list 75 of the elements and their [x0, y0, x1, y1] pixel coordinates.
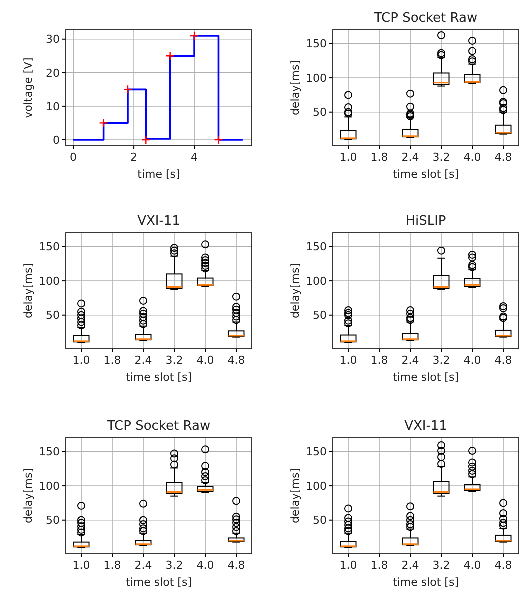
- x-tick-label: 1.8: [370, 354, 388, 367]
- x-tick-label: 1.0: [340, 151, 358, 164]
- x-tick-label: 3.2: [432, 559, 450, 572]
- x-axis-title: time slot [s]: [393, 371, 459, 384]
- x-tick-label: 4: [191, 151, 198, 164]
- y-tick-label: 50: [313, 106, 327, 120]
- y-axis-title: delay[ms]: [289, 263, 302, 319]
- x-tick-label: 2.4: [402, 151, 420, 164]
- x-tick-label: 4.8: [228, 559, 246, 572]
- y-axis-title: delay[ms]: [289, 468, 302, 524]
- x-tick-label: 2.4: [402, 559, 420, 572]
- x-tick-label: 2.4: [402, 354, 420, 367]
- y-tick-label: 100: [306, 480, 327, 493]
- point: [99, 118, 108, 128]
- x-axis-title: time [s]: [138, 168, 180, 181]
- x-tick-label: 4.0: [464, 354, 482, 367]
- y-tick-label: 50: [313, 514, 327, 528]
- x-axis-title: time slot [s]: [393, 168, 459, 181]
- y-axis-title: delay[ms]: [289, 60, 302, 116]
- x-tick-label: 4.8: [228, 354, 246, 367]
- y-axis-title: delay[ms]: [22, 263, 35, 319]
- point: [190, 31, 200, 41]
- y-tick-label: 10: [46, 100, 60, 114]
- y-axis-title: delay[ms]: [22, 468, 35, 524]
- y-tick-label: 150: [306, 38, 327, 51]
- x-tick-label: 4.0: [196, 559, 214, 572]
- x-axis-title: time slot [s]: [126, 576, 192, 589]
- chart-title: HiSLIP: [406, 214, 446, 229]
- y-tick-label: 150: [39, 446, 60, 459]
- x-tick-label: 2.4: [134, 354, 152, 367]
- y-tick-label: 100: [306, 72, 327, 85]
- point: [214, 135, 224, 145]
- x-tick-label: 1.8: [370, 151, 388, 164]
- point: [166, 52, 175, 61]
- x-tick-label: 3.2: [166, 354, 184, 367]
- y-axis-title: voltage [V]: [22, 58, 35, 118]
- x-tick-label: 3.2: [432, 354, 450, 367]
- x-tick-label: 2: [130, 151, 138, 164]
- chart-title: TCP Socket Raw: [373, 11, 478, 26]
- x-axis-title: time slot [s]: [126, 371, 192, 384]
- y-tick-label: 20: [46, 66, 60, 80]
- x-tick-label: 4.8: [494, 354, 512, 367]
- x-tick-label: 1.0: [72, 354, 90, 367]
- y-tick-label: 30: [46, 33, 60, 46]
- chart-title: VXI-11: [138, 214, 180, 229]
- x-tick-label: 4.8: [494, 151, 512, 164]
- x-tick-label: 2.4: [134, 559, 152, 572]
- y-tick-label: 100: [39, 480, 60, 493]
- x-tick-label: 1.0: [340, 559, 358, 572]
- x-tick-label: 1.8: [104, 354, 122, 367]
- x-tick-label: 3.2: [166, 559, 184, 572]
- x-tick-label: 4.0: [196, 354, 214, 367]
- x-tick-label: 1.8: [370, 559, 388, 572]
- chart-title: TCP Socket Raw: [106, 419, 211, 434]
- y-tick-label: 100: [306, 274, 327, 288]
- y-tick-label: 50: [313, 309, 327, 322]
- y-tick-label: 50: [46, 309, 60, 322]
- point: [123, 85, 133, 94]
- y-tick-label: 50: [46, 514, 60, 528]
- chart-title: VXI-11: [404, 419, 448, 434]
- x-tick-label: 4.8: [494, 559, 512, 572]
- x-tick-label: 0: [70, 151, 78, 164]
- x-tick-label: 1.0: [72, 559, 90, 572]
- point: [142, 135, 151, 145]
- x-axis-title: time slot [s]: [393, 576, 459, 589]
- y-tick-label: 100: [39, 274, 60, 288]
- y-tick-label: 0: [53, 134, 60, 147]
- x-tick-label: 3.2: [432, 151, 450, 164]
- y-tick-label: 150: [39, 240, 60, 254]
- x-tick-label: 4.0: [464, 559, 482, 572]
- x-tick-label: 1.8: [104, 559, 122, 572]
- x-tick-label: 1.0: [340, 354, 358, 367]
- y-tick-label: 150: [306, 446, 327, 459]
- y-tick-label: 150: [306, 240, 327, 254]
- x-tick-label: 4.0: [464, 151, 482, 164]
